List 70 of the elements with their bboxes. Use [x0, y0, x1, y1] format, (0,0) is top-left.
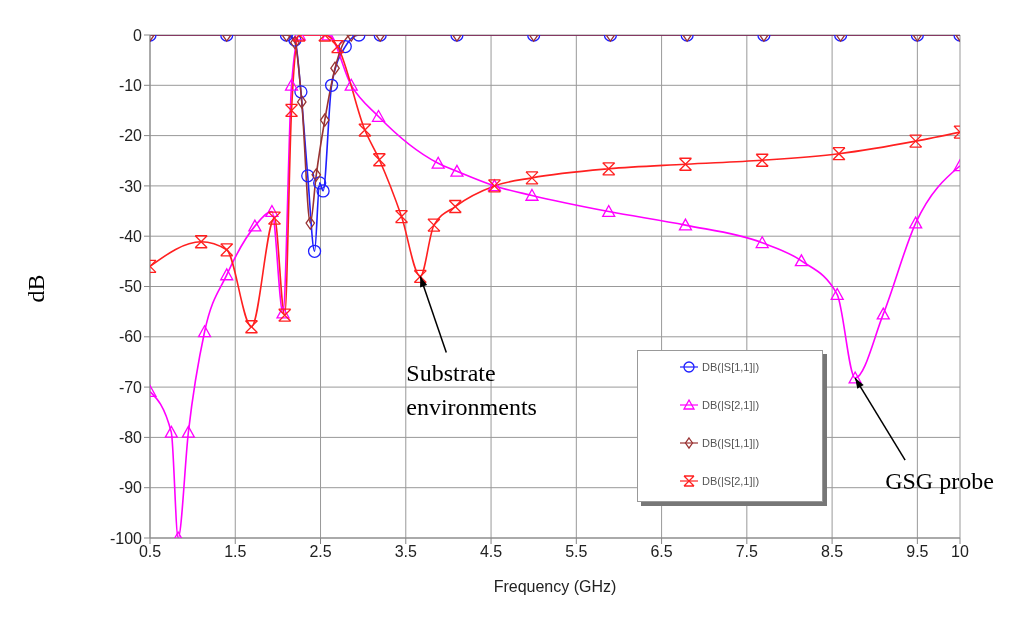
- point: [794, 254, 809, 267]
- point: [358, 123, 372, 137]
- legend-label: DB(|S[2,1]|): [702, 475, 760, 487]
- point: [413, 269, 427, 284]
- x-tick-label: 9.5: [906, 543, 929, 561]
- x-tick-label: 1.5: [224, 543, 247, 561]
- point: [294, 85, 308, 99]
- point: [525, 171, 539, 185]
- point: [248, 219, 262, 232]
- y-tick-label: -90: [118, 479, 143, 497]
- point: [448, 199, 462, 214]
- point: [296, 95, 307, 109]
- x-tick-label: 6.5: [650, 543, 673, 561]
- x-tick-label: 10: [951, 543, 969, 561]
- point: [525, 188, 539, 201]
- point: [197, 325, 212, 338]
- annotation: Substrate environments: [406, 359, 538, 423]
- point: [311, 168, 322, 182]
- y-tick-label: -50: [118, 278, 143, 296]
- point: [305, 216, 316, 230]
- point: [427, 218, 441, 232]
- point: [678, 218, 693, 231]
- x-tick-label: 4.5: [479, 543, 503, 561]
- point: [848, 371, 862, 384]
- x-tick-label: 2.5: [309, 543, 332, 561]
- point: [313, 176, 327, 190]
- point: [372, 153, 387, 167]
- y-tick-label: -30: [118, 177, 143, 195]
- annotation: GSG probe: [885, 467, 995, 497]
- point: [316, 184, 330, 198]
- point: [909, 134, 923, 148]
- legend-label: DB(|S[1,1]|): [702, 437, 760, 449]
- point: [602, 162, 616, 176]
- x-tick-label: 8.5: [820, 543, 844, 561]
- point: [830, 287, 844, 300]
- y-axis-title: dB: [22, 273, 50, 303]
- x-axis-title: Frequency (GHz): [493, 578, 617, 595]
- point: [832, 147, 846, 161]
- point: [394, 209, 409, 224]
- x-tick-label: 3.5: [394, 543, 418, 561]
- point: [909, 216, 923, 229]
- y-tick-label: -70: [118, 378, 143, 396]
- y-tick-label: -40: [118, 227, 143, 245]
- point: [301, 169, 315, 183]
- y-tick-label: 0: [133, 26, 143, 44]
- point: [755, 236, 769, 249]
- legend-label: DB(|S[1,1]|): [702, 361, 760, 373]
- y-tick-label: -80: [118, 429, 143, 447]
- point: [267, 211, 282, 225]
- point: [265, 204, 279, 217]
- point: [220, 268, 234, 281]
- point: [431, 156, 445, 169]
- point: [755, 153, 769, 167]
- legend-label: DB(|S[2,1]|): [702, 399, 760, 411]
- point: [876, 307, 890, 320]
- point: [244, 320, 259, 334]
- point: [450, 164, 464, 177]
- y-tick-label: -20: [118, 127, 143, 145]
- y-tick-label: -10: [118, 76, 143, 94]
- point: [194, 235, 208, 249]
- point: [678, 157, 693, 171]
- point: [284, 103, 299, 118]
- point: [319, 113, 330, 127]
- x-tick-label: 5.5: [565, 543, 588, 561]
- point: [220, 243, 234, 257]
- y-tick-label: -60: [118, 328, 143, 346]
- point: [602, 204, 616, 217]
- x-tick-label: 0.5: [138, 543, 162, 561]
- point: [307, 244, 322, 258]
- x-tick-label: 7.5: [735, 543, 759, 561]
